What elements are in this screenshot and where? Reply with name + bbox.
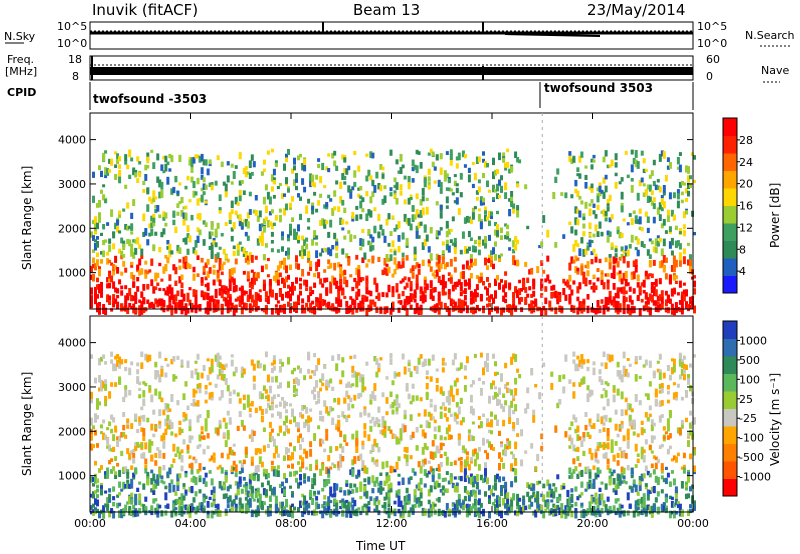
x-tick-label-4: 16:00 [476, 517, 508, 530]
velocity-colorbar-seg-7 [723, 356, 737, 374]
velocity-colorbar-seg-4 [723, 408, 737, 427]
freq-label: Freq. [7, 53, 35, 66]
velocity-ytick-label-3000: 3000 [58, 381, 86, 394]
power-cbtick-label-0: 28 [739, 134, 753, 147]
power-echo-cells [90, 148, 696, 316]
station-title: Inuvik (fitACF) [92, 1, 199, 19]
x-tick-label-6: 00:00 [677, 517, 709, 530]
nave-label: Nave [761, 64, 790, 77]
x-tick-label-2: 08:00 [275, 517, 307, 530]
nsearch-label: N.Search [745, 29, 795, 42]
velocity-colorbar-seg-3 [723, 426, 737, 444]
power-colorbar-seg-5 [723, 188, 737, 206]
x-tick-label-1: 04:00 [175, 517, 207, 530]
velocity-colorbar-seg-6 [723, 373, 737, 392]
x-tick-label-0: 00:00 [74, 517, 106, 530]
nsearch-tick-bottom: 10^0 [697, 37, 728, 50]
velocity-cbtick-label-5: -100 [739, 432, 764, 445]
nsky-panel-frame [89, 21, 694, 50]
velocity-colorbar-seg-5 [723, 391, 737, 409]
power-colorbar-seg-1 [723, 258, 737, 276]
x-tick-label-5: 20:00 [577, 517, 609, 530]
power-cbtick-label-1: 24 [739, 156, 753, 169]
velocity-colorbar-label: Velocity [m s⁻¹] [768, 372, 782, 466]
date-title: 23/May/2014 [587, 1, 686, 19]
velocity-cbtick-label-6: -500 [739, 451, 764, 464]
freq-tick-bottom: 8 [72, 70, 79, 83]
velocity-cbtick-label-1: 500 [739, 354, 760, 367]
power-colorbar-seg-6 [723, 170, 737, 189]
velocity-cbtick-label-7: -1000 [739, 471, 771, 484]
power-colorbar-seg-0 [723, 275, 737, 294]
power-cbtick-label-5: 8 [739, 243, 746, 256]
velocity-ylabel: Slant Range [km] [20, 371, 34, 476]
velocity-cbtick-label-3: 25 [739, 393, 753, 406]
power-cbtick-label-6: 4 [739, 265, 746, 278]
power-ytick-label-4000: 4000 [58, 134, 86, 147]
freq-tick-top: 18 [68, 53, 82, 66]
velocity-ytick-label-1000: 1000 [58, 470, 86, 483]
power-colorbar-seg-7 [723, 153, 737, 171]
nave-tick-top: 60 [706, 53, 720, 66]
velocity-echo-cells [90, 351, 696, 519]
nsky-tick-bottom: 10^0 [57, 37, 88, 50]
velocity-cbtick-label-4: -25 [739, 412, 757, 425]
power-colorbar-seg-9 [723, 118, 737, 136]
nsky-dip [504, 33, 601, 37]
power-colorbar-label: Power [dB] [768, 182, 782, 248]
freq-trace [90, 67, 693, 75]
power-colorbar-seg-8 [723, 135, 737, 154]
velocity-colorbar-seg-2 [723, 443, 737, 462]
velocity-colorbar-seg-0 [723, 478, 737, 497]
x-axis-label: Time UT [356, 539, 406, 553]
power-cbtick-label-3: 16 [739, 200, 753, 213]
nsky-tick-top: 10^5 [57, 20, 88, 33]
power-cbtick-label-2: 20 [739, 178, 753, 191]
nsearch-tick-top: 10^5 [697, 20, 728, 33]
power-ytick-label-3000: 3000 [58, 178, 86, 191]
power-colorbar-seg-2 [723, 240, 737, 259]
nsky-label: N.Sky [4, 30, 36, 43]
beam-title: Beam 13 [353, 1, 421, 19]
power-cbtick-label-4: 12 [739, 221, 753, 234]
velocity-colorbar-seg-8 [723, 338, 737, 357]
cpid-segment-1: twofsound -3503 [93, 92, 207, 106]
power-ytick-label-2000: 2000 [58, 222, 86, 235]
power-ylabel: Slant Range [km] [20, 165, 34, 270]
velocity-colorbar-seg-9 [723, 321, 737, 339]
velocity-cbtick-label-0: 1000 [739, 334, 767, 347]
x-tick-label-3: 12:00 [376, 517, 408, 530]
velocity-colorbar-frame [722, 320, 738, 497]
power-colorbar-seg-4 [723, 205, 737, 224]
cpid-segment-2: twofsound 3503 [544, 81, 653, 95]
velocity-ytick-label-4000: 4000 [58, 337, 86, 350]
power-ytick-label-1000: 1000 [58, 267, 86, 280]
velocity-cbtick-label-2: 100 [739, 373, 760, 386]
cpid-label: CPID [7, 86, 37, 99]
velocity-ytick-label-2000: 2000 [58, 425, 86, 438]
power-colorbar-seg-3 [723, 223, 737, 241]
velocity-colorbar-seg-1 [723, 461, 737, 479]
nave-tick-bottom: 0 [706, 70, 713, 83]
summary-panels [5, 21, 790, 110]
freq-unit-label: [MHz] [5, 65, 38, 78]
